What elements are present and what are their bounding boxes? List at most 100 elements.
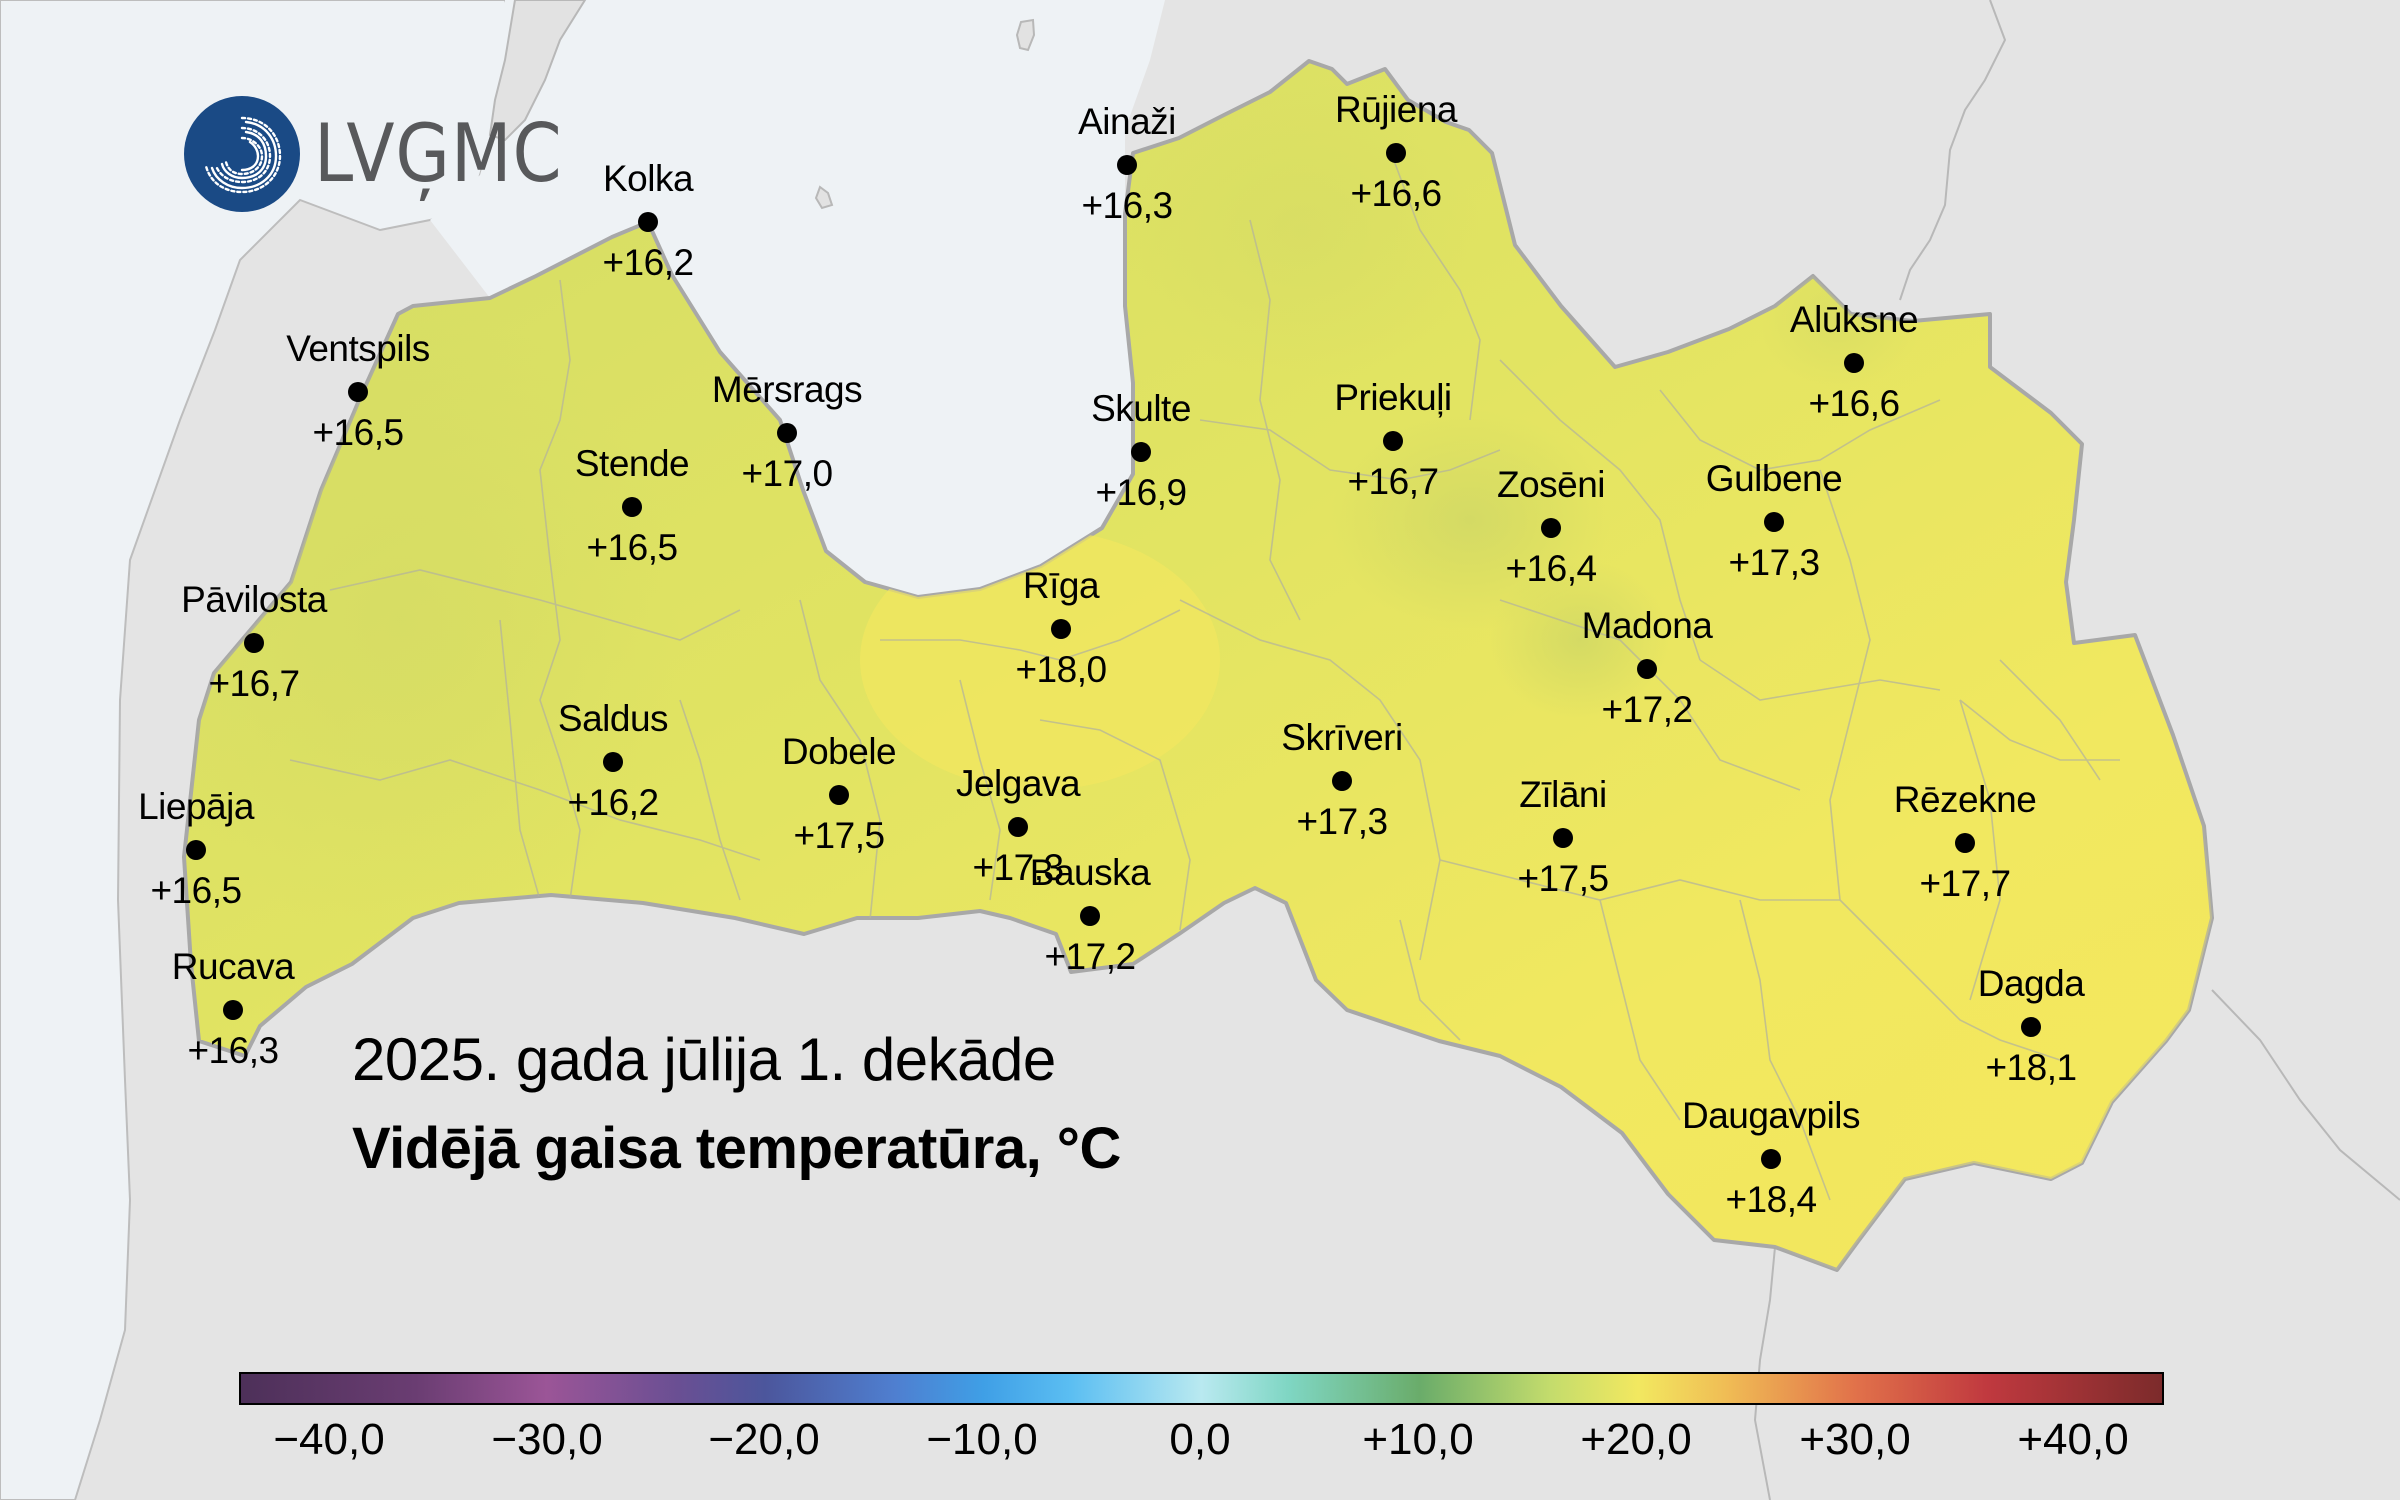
station-temperature: +17,2 xyxy=(1601,689,1693,730)
station-dot-icon xyxy=(186,840,206,860)
lvgmc-logo-text: LVĢMC xyxy=(314,107,563,200)
station-dot-icon xyxy=(223,1000,243,1020)
temperature-field xyxy=(184,80,2212,1270)
station-name: Liepāja xyxy=(138,786,254,827)
station-dot-icon xyxy=(829,785,849,805)
station-dot-icon xyxy=(1844,353,1864,373)
colorbar-tick-label: −30,0 xyxy=(491,1415,603,1464)
station-name: Saldus xyxy=(557,698,669,739)
station-temperature: +17,0 xyxy=(741,453,833,494)
station-name: Skrīveri xyxy=(1281,717,1403,758)
small-island xyxy=(1015,18,1036,52)
station-temperature: +16,7 xyxy=(1347,461,1439,502)
station-name: Dagda xyxy=(1977,963,2085,1004)
period-title: 2025. gada jūlija 1. dekāde xyxy=(352,1026,1056,1093)
temperature-colorbar xyxy=(239,1372,2164,1405)
station-dot-icon xyxy=(1764,512,1784,532)
station-dot-icon xyxy=(1955,833,1975,853)
station-temperature: +16,6 xyxy=(1808,383,1900,424)
colorbar-tick-label: −40,0 xyxy=(273,1415,385,1464)
station-name: Dobele xyxy=(781,731,897,772)
station-temperature: +16,7 xyxy=(208,663,300,704)
station-dot-icon xyxy=(1637,659,1657,679)
station-dot-icon xyxy=(1051,619,1071,639)
station-name: Rēzekne xyxy=(1893,779,2037,820)
station-temperature: +16,9 xyxy=(1095,472,1187,513)
variable-title: Vidējā gaisa temperatūra, °C xyxy=(352,1116,1121,1181)
station-name: Stende xyxy=(574,443,690,484)
station-dot-icon xyxy=(1131,442,1151,462)
station-name: Zīlāni xyxy=(1519,774,1607,815)
station-dot-icon xyxy=(1386,143,1406,163)
station-dot-icon xyxy=(1383,431,1403,451)
colorbar-tick-label: +10,0 xyxy=(1362,1415,1474,1464)
station-name: Rūjiena xyxy=(1335,89,1457,130)
colorbar-tick-label: +30,0 xyxy=(1799,1415,1911,1464)
station-temperature: +16,2 xyxy=(567,782,659,823)
station-temperature: +16,4 xyxy=(1505,548,1597,589)
station-dot-icon xyxy=(1541,518,1561,538)
station-temperature: +16,5 xyxy=(586,527,678,568)
colorbar-tick-label: 0,0 xyxy=(1169,1415,1231,1464)
station-temperature: +16,6 xyxy=(1350,173,1442,214)
station-dot-icon xyxy=(622,497,642,517)
map-title: 2025. gada jūlija 1. dekāde Vidējā gaisa… xyxy=(352,1030,1121,1178)
station-dot-icon xyxy=(777,423,797,443)
station-name: Alūksne xyxy=(1789,299,1919,340)
station-dot-icon xyxy=(638,212,658,232)
station-temperature: +16,3 xyxy=(1081,185,1173,226)
station-temperature: +18,1 xyxy=(1985,1047,2077,1088)
station-dot-icon xyxy=(1761,1149,1781,1169)
station-name: Ventspils xyxy=(286,328,430,369)
station-name: Kolka xyxy=(602,158,694,199)
station-temperature: +17,5 xyxy=(793,815,885,856)
station-name: Zosēni xyxy=(1496,464,1606,505)
station-dot-icon xyxy=(1008,817,1028,837)
station-dot-icon xyxy=(1117,155,1137,175)
station-temperature: +16,3 xyxy=(187,1030,279,1071)
station-name: Madona xyxy=(1581,605,1713,646)
station-temperature: +18,4 xyxy=(1725,1179,1817,1220)
colorbar-tick-label: +40,0 xyxy=(2017,1415,2129,1464)
station-temperature: +17,5 xyxy=(1517,858,1609,899)
station-temperature: +17,7 xyxy=(1919,863,2011,904)
country-border-line xyxy=(2211,989,2400,1201)
lvgmc-logo-icon xyxy=(184,96,300,212)
station-temperature: +16,5 xyxy=(312,412,404,453)
station-name: Rucava xyxy=(171,946,295,987)
colorbar-tick-label: −10,0 xyxy=(926,1415,1038,1464)
small-island xyxy=(814,185,834,210)
municipality-borders xyxy=(289,149,2120,1201)
station-temperature: +17,3 xyxy=(1728,542,1820,583)
station-temperature: +17,2 xyxy=(1044,936,1136,977)
country-border-line xyxy=(1899,0,2007,301)
station-name: Daugavpils xyxy=(1681,1095,1861,1136)
station-name: Skulte xyxy=(1091,388,1191,429)
station-name: Jelgava xyxy=(955,763,1081,804)
colorbar-tick-label: +20,0 xyxy=(1580,1415,1692,1464)
station-temperature: +18,0 xyxy=(1015,649,1107,690)
station-name: Gulbene xyxy=(1705,458,1843,499)
station-name: Priekuļi xyxy=(1334,377,1452,418)
station-name: Rīga xyxy=(1022,565,1100,606)
station-dot-icon xyxy=(603,752,623,772)
saaremaa-island xyxy=(488,0,587,142)
station-name: Mērsrags xyxy=(711,369,863,410)
station-name: Bauska xyxy=(1029,852,1151,893)
colorbar-tick-label: −20,0 xyxy=(708,1415,820,1464)
station-temperature: +17,3 xyxy=(1296,801,1388,842)
station-dot-icon xyxy=(244,633,264,653)
station-temperature: +16,5 xyxy=(150,870,242,911)
station-dot-icon xyxy=(2021,1017,2041,1037)
lvgmc-logo: LVĢMC xyxy=(184,95,596,213)
station-dot-icon xyxy=(1553,828,1573,848)
station-dot-icon xyxy=(1332,771,1352,791)
station-name: Ainaži xyxy=(1078,101,1176,142)
station-temperature: +16,2 xyxy=(602,242,694,283)
station-dot-icon xyxy=(1080,906,1100,926)
station-dot-icon xyxy=(348,382,368,402)
country-border-line xyxy=(1753,1246,1776,1500)
station-name: Pāvilosta xyxy=(181,579,327,620)
gulf-of-riga xyxy=(430,0,1165,597)
